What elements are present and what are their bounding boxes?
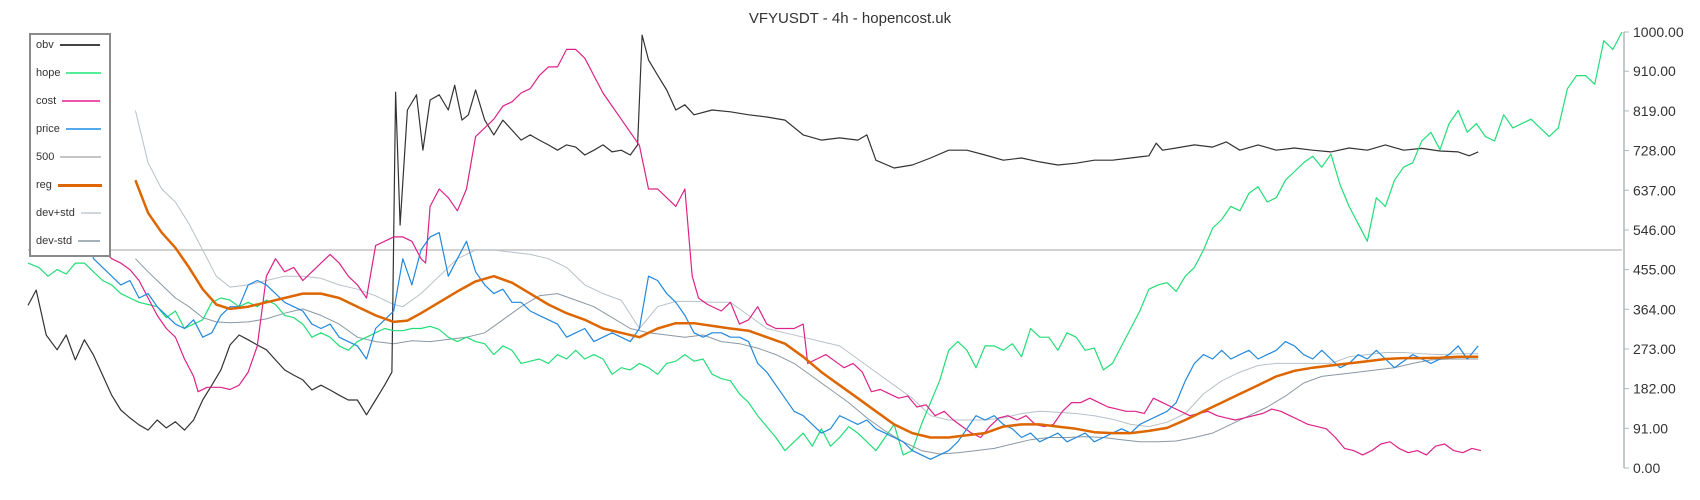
series-dev-minus-std xyxy=(135,258,1479,455)
legend: obv hope cost price 500 reg dev+std dev-… xyxy=(29,33,111,257)
legend-swatch xyxy=(66,72,102,74)
y-tick-label: 910.00 xyxy=(1633,63,1676,79)
legend-item-hope: hope xyxy=(36,65,102,81)
y-tick-label: 1000.00 xyxy=(1633,24,1684,40)
legend-swatch xyxy=(60,156,102,158)
series-lines xyxy=(27,31,1623,460)
legend-swatch xyxy=(62,100,101,102)
legend-label: 500 xyxy=(36,151,55,163)
y-tick-label: 273.00 xyxy=(1633,341,1676,357)
y-tick-label: 455.00 xyxy=(1633,262,1676,278)
legend-label: price xyxy=(36,123,60,135)
legend-label: cost xyxy=(36,95,57,107)
y-tick-label: 91.00 xyxy=(1633,420,1668,436)
chart-title: VFYUSDT - 4h - hopencost.uk xyxy=(748,10,952,27)
legend-label: dev-std xyxy=(36,235,73,247)
y-tick-label: 364.00 xyxy=(1633,301,1676,317)
series-dev-plus-minus-std xyxy=(134,110,1479,428)
y-tick-label: 546.00 xyxy=(1633,222,1676,238)
legend-swatch xyxy=(80,212,101,214)
y-tick-label: 0.00 xyxy=(1633,460,1660,476)
legend-label: hope xyxy=(36,67,61,79)
y-tick-label: 728.00 xyxy=(1633,143,1676,159)
legend-item-cost: cost xyxy=(36,93,101,109)
series-cost xyxy=(102,48,1482,456)
legend-label: dev+std xyxy=(36,207,75,219)
legend-swatch xyxy=(59,44,100,46)
y-axis: 1000.00 910.00 819.00 728.00 637.00 546.00 455… xyxy=(1623,24,1684,476)
legend-item-500: 500 xyxy=(36,149,102,165)
y-tick-label: 637.00 xyxy=(1633,182,1676,198)
legend-item-price: price xyxy=(36,121,101,137)
legend-item-reg: reg xyxy=(36,177,102,193)
y-tick-label: 819.00 xyxy=(1633,103,1676,119)
legend-item-obv: obv xyxy=(36,37,100,53)
series-price xyxy=(88,232,1479,460)
y-tick-label: 182.00 xyxy=(1633,381,1676,397)
series-obv xyxy=(27,34,1479,431)
legend-swatch xyxy=(78,240,101,242)
series-hope xyxy=(27,31,1623,456)
legend-item-dev-plus-std: dev+std xyxy=(36,205,101,221)
legend-label: obv xyxy=(36,39,54,51)
legend-swatch xyxy=(65,128,101,130)
legend-swatch xyxy=(57,183,102,187)
legend-item-dev-minus-std: dev-std xyxy=(36,233,101,249)
legend-label: reg xyxy=(36,179,52,191)
series-reg xyxy=(134,179,1479,439)
